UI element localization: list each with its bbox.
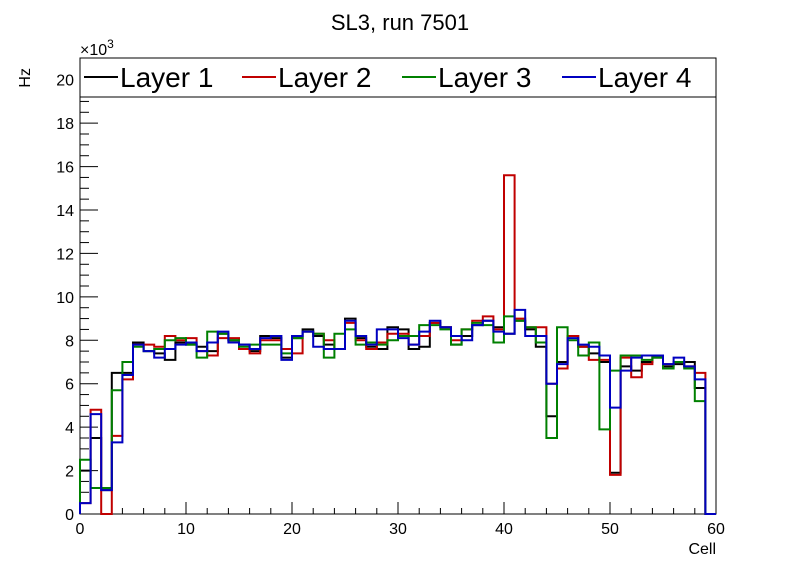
x-tick-label: 50 (601, 521, 619, 538)
y-tick-label: 4 (65, 420, 74, 437)
y-tick-label: 0 (65, 507, 74, 524)
x-axis-label: Cell (688, 541, 716, 558)
legend-label: Layer 3 (438, 62, 531, 93)
x-tick-label: 30 (389, 521, 407, 538)
y-tick-label: 14 (56, 203, 74, 220)
y-tick-label: 12 (56, 246, 74, 263)
y-tick-label: 2 (65, 464, 74, 481)
y-multiplier: ×103 (80, 37, 114, 59)
x-tick-label: 60 (707, 521, 725, 538)
y-multiplier-base: ×10 (80, 42, 107, 59)
y-multiplier-exp: 3 (107, 37, 114, 51)
y-tick-label: 6 (65, 377, 74, 394)
legend: Layer 1 Layer 2 Layer 3 Layer 4 (79, 57, 717, 98)
series-layer (79, 174, 716, 515)
y-tick-label: 10 (56, 290, 74, 307)
x-tick-label: 0 (76, 521, 85, 538)
legend-label: Layer 2 (278, 62, 371, 93)
y-tick-label: 8 (65, 333, 74, 350)
y-tick-label: 20 (56, 73, 74, 90)
y-tick-label: 16 (56, 160, 74, 177)
legend-box (79, 57, 717, 98)
series-3-line (79, 315, 716, 515)
x-tick-label: 40 (495, 521, 513, 538)
x-tick-label: 20 (283, 521, 301, 538)
series-4-line (79, 308, 716, 515)
x-tick-label: 10 (177, 521, 195, 538)
y-tick-label: 18 (56, 116, 74, 133)
chart-title: SL3, run 7501 (331, 10, 469, 35)
axis-ticks: 0 10 20 30 40 50 60 0 2 4 6 8 10 12 14 16 18 20 (56, 57, 725, 538)
legend-label: Layer 1 (120, 62, 213, 93)
legend-label: Layer 4 (598, 62, 691, 93)
y-axis-label: Hz (17, 68, 34, 88)
